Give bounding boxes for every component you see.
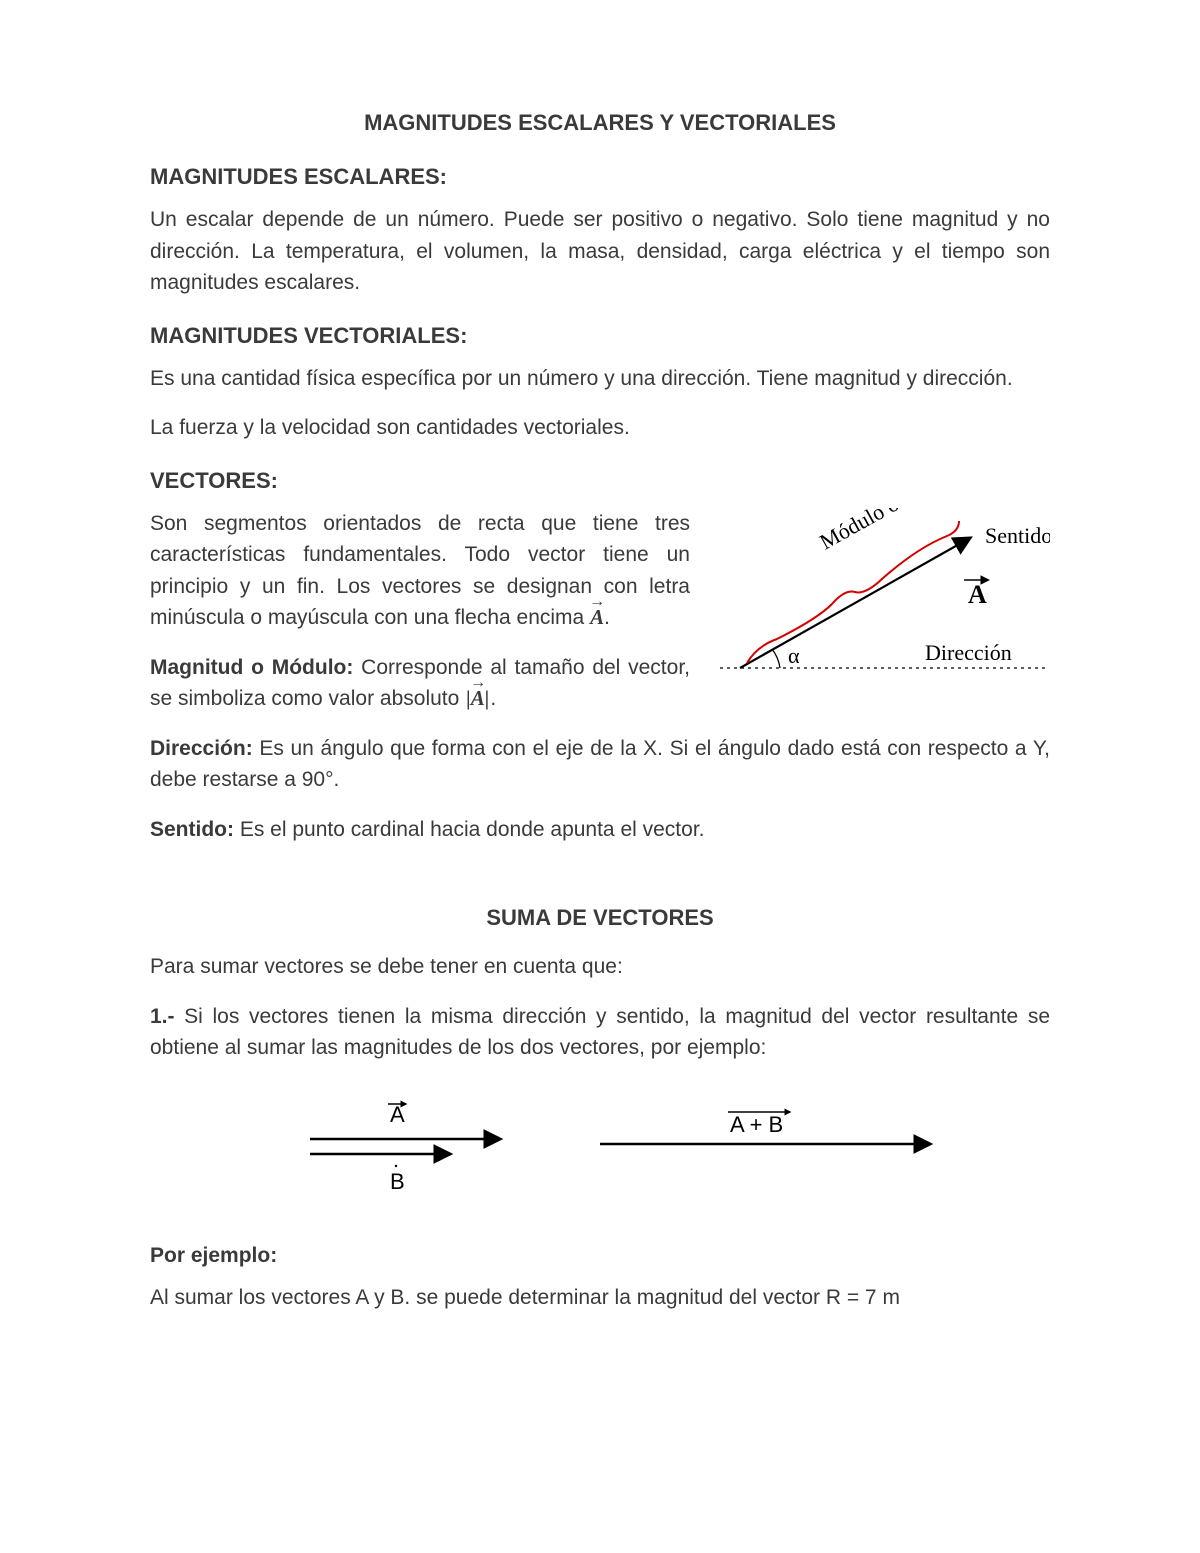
label-vector-a: A [968,580,987,609]
vector-sum-svg: A B A + B [250,1094,950,1204]
abs-a-symbol: |A| [465,683,490,715]
label-alpha: α [788,643,800,668]
vector-a-symbol: A [590,602,604,634]
text-fragment: . [490,687,496,710]
label-sentido-text: Sentido: [150,818,234,841]
paragraph-direccion: Dirección: Es un ángulo que forma con el… [150,733,1050,796]
vector-components-diagram: Módulo o magnitud Sentido A α Dirección [710,508,1050,693]
vector-sum-diagram: A B A + B [250,1094,950,1204]
text-fragment: Si los vectores tienen la misma direcció… [150,1005,1050,1060]
vector-ab-label: A + B [730,1112,783,1137]
section-heading-vectorial: MAGNITUDES VECTORIALES: [150,323,1050,349]
label-direccion-text: Dirección: [150,737,253,760]
vector-b-label: B [390,1169,405,1194]
vector-definition-row: Son segmentos orientados de recta que ti… [150,508,1050,733]
paragraph-magnitud: Magnitud o Módulo: Corresponde al tamaño… [150,652,690,715]
section-heading-suma: SUMA DE VECTORES [150,905,1050,931]
label-direccion: Dirección [925,640,1012,665]
rule-number: 1.- [150,1005,175,1028]
vector-diagram-svg: Módulo o magnitud Sentido A α Dirección [710,508,1050,693]
paragraph-sentido: Sentido: Es el punto cardinal hacia dond… [150,814,1050,846]
paragraph-example: Al sumar los vectores A y B. se puede de… [150,1282,1050,1314]
b-dot [395,1164,397,1166]
paragraph-vectorial-2: La fuerza y la velocidad son cantidades … [150,412,1050,444]
document-page: MAGNITUDES ESCALARES Y VECTORIALES MAGNI… [0,0,1200,1553]
paragraph-vectores-def: Son segmentos orientados de recta que ti… [150,508,690,634]
vector-a-label: A [390,1102,405,1127]
main-title: MAGNITUDES ESCALARES Y VECTORIALES [150,110,1050,136]
section-heading-escalar: MAGNITUDES ESCALARES: [150,164,1050,190]
text-fragment: Es el punto cardinal hacia donde apunta … [234,818,705,841]
example-heading: Por ejemplo: [150,1244,1050,1268]
paragraph-suma-intro: Para sumar vectores se debe tener en cue… [150,951,1050,983]
paragraph-vectorial-1: Es una cantidad física específica por un… [150,363,1050,395]
label-magnitud: Magnitud o Módulo: [150,656,353,679]
paragraph-rule-1: 1.- Si los vectores tienen la misma dire… [150,1001,1050,1064]
text-fragment: Es un ángulo que forma con el eje de la … [150,737,1050,792]
label-sentido: Sentido [985,523,1050,548]
paragraph-escalar: Un escalar depende de un número. Puede s… [150,204,1050,299]
section-heading-vectores: VECTORES: [150,468,1050,494]
angle-arc [772,649,780,668]
vector-definition-text: Son segmentos orientados de recta que ti… [150,508,690,733]
